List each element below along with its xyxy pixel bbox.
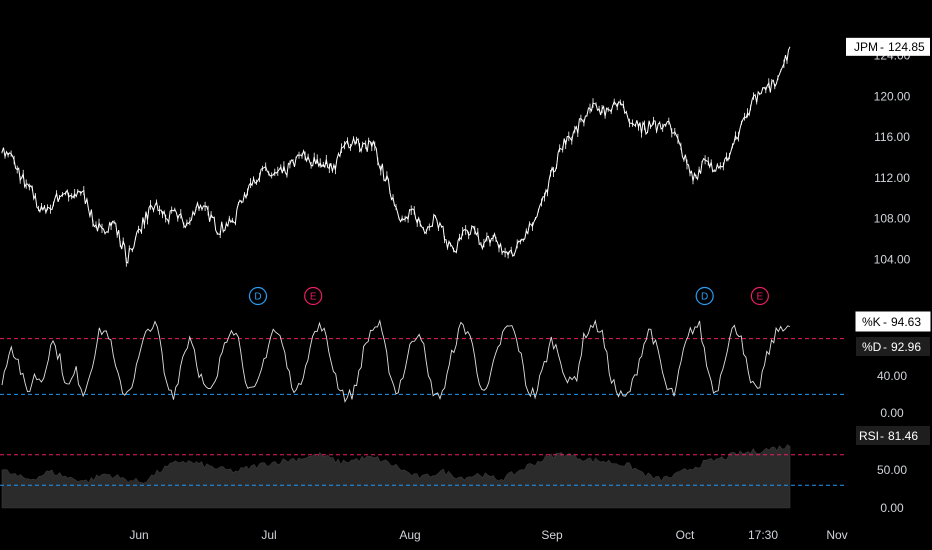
tag-separator: - <box>883 315 887 329</box>
time-tick: Sep <box>541 528 563 542</box>
event-marker <box>695 286 714 306</box>
tag-separator: - <box>880 40 884 54</box>
price-tick: 112.00 <box>874 171 910 185</box>
stochastic-tick: 40.00 <box>877 369 907 383</box>
stochastic-series-tag <box>856 337 930 356</box>
rsi-value: 81.46 <box>888 429 918 443</box>
rsi-area <box>1 444 791 509</box>
time-tick: Jun <box>129 528 148 542</box>
tag-separator: - <box>883 340 887 354</box>
rsi-name: RSI <box>859 429 879 443</box>
price-pane <box>1 46 791 267</box>
price-line <box>1 46 791 264</box>
price-tick: 104.00 <box>874 253 911 267</box>
stochastic-series-name: %D <box>862 340 882 354</box>
price-tick: 108.00 <box>874 212 911 226</box>
rsi-tag <box>856 426 930 445</box>
event-marker <box>304 286 323 306</box>
rsi-tick: 0.00 <box>880 501 904 515</box>
stochastic-series-value: 92.96 <box>891 340 921 354</box>
event-label: E <box>310 292 317 303</box>
last-price-value: 124.85 <box>888 40 925 54</box>
event-marker <box>750 286 769 306</box>
rsi-tick: 50.00 <box>877 463 907 477</box>
stochastic-series-name: %K <box>862 315 881 329</box>
stochastic-series-value: 94.63 <box>891 315 921 329</box>
stochastic-pane <box>0 319 845 403</box>
price-tick: 116.00 <box>874 130 910 144</box>
last-price-tag <box>846 37 930 56</box>
event-label: D <box>254 292 261 303</box>
stochastic-series-tag <box>855 311 931 332</box>
tag-separator: - <box>880 429 884 443</box>
price-tick: 120.00 <box>874 89 911 103</box>
time-tick: Aug <box>399 528 420 542</box>
time-axis: Jun Jul Aug Sep Oct 17:30 Nov <box>129 528 847 542</box>
event-label: D <box>701 292 708 303</box>
ticker-label: JPM <box>854 40 878 54</box>
time-tick: Jul <box>261 528 276 542</box>
stochastic-tick: 0.00 <box>880 406 904 420</box>
time-tick: Nov <box>826 528 847 542</box>
time-tick: 17:30 <box>748 528 778 542</box>
event-label: E <box>757 292 764 303</box>
event-marker <box>248 286 268 306</box>
stochastic-k-line <box>1 319 791 403</box>
time-tick: Oct <box>676 528 695 542</box>
rsi-pane <box>0 444 845 509</box>
price-axis: 124.00120.00116.00112.00108.00104.00JPM-… <box>846 37 931 515</box>
